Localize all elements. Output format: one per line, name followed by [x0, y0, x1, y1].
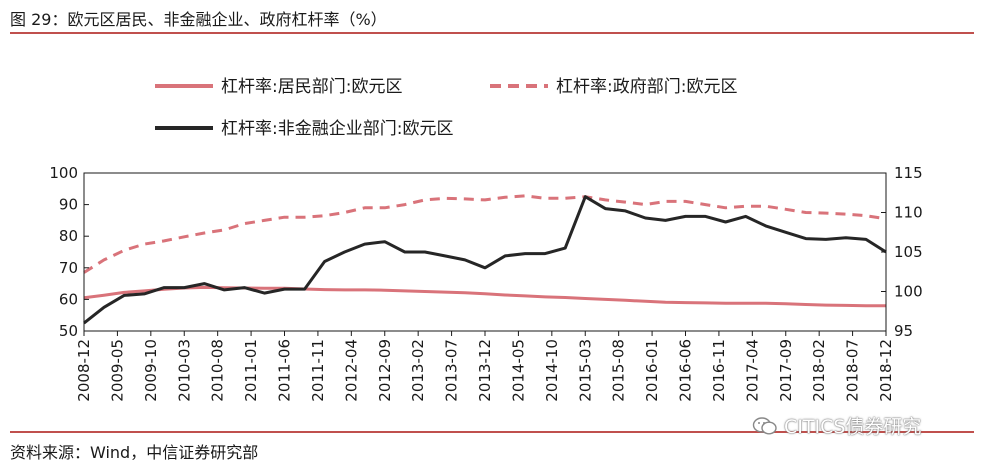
series-line-3: [83, 195, 887, 325]
x-tick-label: 2014-10: [543, 339, 561, 402]
x-tick-label: 2011-11: [309, 339, 327, 402]
x-tick-label: 2013-02: [409, 339, 427, 402]
x-tick-label: 2013-12: [476, 339, 494, 402]
legend-label-1: 杠杆率:居民部门:欧元区: [221, 77, 402, 97]
y-right-tick-label: 115: [894, 164, 923, 182]
x-tick-label: 2016-06: [677, 339, 695, 402]
x-tick-label: 2016-01: [643, 339, 661, 402]
x-tick-label: 2013-07: [443, 339, 461, 402]
series-layer: [83, 194, 887, 325]
x-tick-label: 2010-03: [175, 339, 193, 402]
source-note: 资料来源：Wind，中信证券研究部: [10, 443, 259, 462]
y-left-tick-label: 100: [49, 164, 78, 182]
x-tick-label: 2018-02: [810, 339, 828, 402]
series-line-2: [83, 194, 887, 274]
x-tick-label: 2010-08: [209, 339, 227, 402]
x-tick-label: 2012-04: [342, 339, 360, 402]
x-tick-label: 2008-12: [75, 339, 93, 402]
watermark-text: CITICS债券研究: [784, 416, 922, 438]
x-tick-label: 2012-09: [376, 339, 394, 402]
watermark: CITICS债券研究: [752, 412, 921, 439]
x-tick-label: 2011-06: [276, 339, 294, 402]
x-tick-label: 2018-12: [877, 339, 895, 402]
axes-layer: 50 60 70 80 90 100 95 100 105 110 115 2008-12 2009-0…: [49, 164, 922, 402]
y-left-tick-label: 90: [59, 196, 78, 214]
y-right-tick-label: 110: [894, 204, 923, 222]
y-right-tick-label: 95: [894, 322, 913, 340]
source-divider: [10, 431, 974, 433]
x-tick-label: 2014-05: [509, 339, 527, 402]
x-tick-label: 2018-07: [844, 339, 862, 402]
x-tick-label: 2015-03: [576, 339, 594, 402]
x-tick-label: 2009-05: [108, 339, 126, 402]
legend-label-2: 杠杆率:政府部门:欧元区: [556, 77, 737, 97]
legend-label-3: 杠杆率:非金融企业部门:欧元区: [221, 119, 453, 139]
series-line-1: [83, 285, 886, 308]
y-left-tick-label: 50: [59, 322, 78, 340]
figure-title: 图 29：欧元区居民、非金融企业、政府杠杆率（%）: [10, 10, 387, 29]
title-divider: [10, 32, 974, 34]
y-left-tick-label: 80: [59, 227, 78, 245]
y-left-tick-label: 70: [59, 259, 78, 277]
y-right-tick-label: 100: [894, 283, 923, 301]
x-tick-label: 2017-09: [777, 339, 795, 402]
x-tick-label: 2011-01: [242, 339, 260, 402]
x-tick-label: 2009-10: [142, 339, 160, 402]
x-tick-label: 2016-11: [710, 339, 728, 402]
x-tick-label: 2015-08: [610, 339, 628, 402]
y-right-tick-label: 105: [894, 243, 923, 261]
plot-frame: [83, 172, 887, 332]
y-left-tick-label: 60: [59, 290, 78, 308]
wechat-icon: [752, 416, 777, 435]
x-tick-label: 2017-04: [743, 339, 761, 402]
